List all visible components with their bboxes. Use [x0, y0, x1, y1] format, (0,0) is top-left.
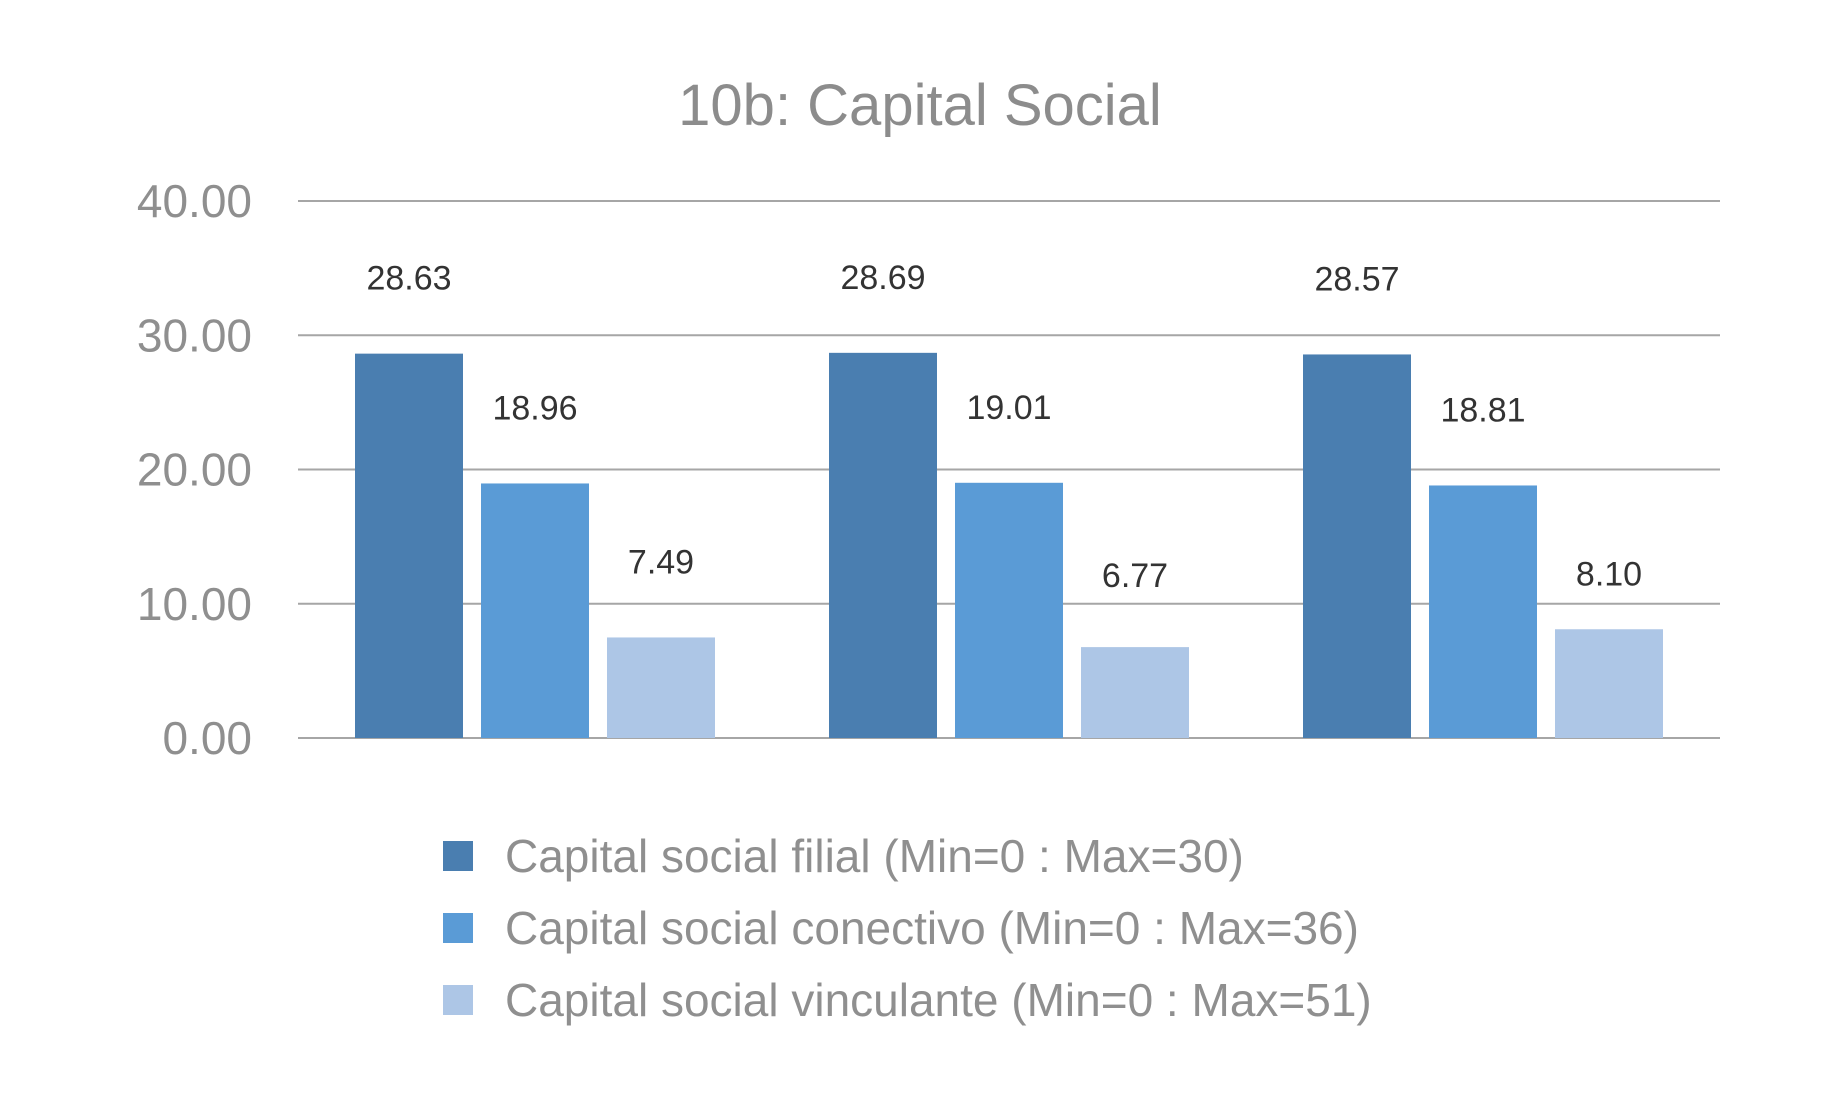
legend-swatch: [443, 841, 473, 871]
legend-label: Capital social vinculante (Min=0 : Max=5…: [505, 974, 1372, 1026]
y-tick-label: 40.00: [137, 175, 252, 227]
y-tick-label: 30.00: [137, 309, 252, 361]
y-axis-ticks: 0.00 10.00 20.00 30.00 40.00: [137, 175, 252, 764]
bar: [955, 482, 1063, 738]
bar: [1303, 354, 1411, 738]
bar: [355, 353, 463, 738]
legend-label: Capital social conectivo (Min=0 : Max=36…: [505, 902, 1359, 954]
y-tick-label: 10.00: [137, 578, 252, 630]
data-label: 6.77: [1102, 557, 1168, 595]
data-label: 8.10: [1576, 555, 1642, 593]
bar: [481, 483, 589, 738]
legend: Capital social filial (Min=0 : Max=30) Ca…: [443, 830, 1372, 1026]
data-label: 28.57: [1314, 260, 1399, 298]
chart-title: 10b: Capital Social: [678, 73, 1162, 138]
bars: [355, 352, 1663, 738]
legend-swatch: [443, 985, 473, 1015]
bar: [607, 637, 715, 738]
legend-swatch: [443, 913, 473, 943]
y-tick-label: 0.00: [162, 712, 252, 764]
bar: [829, 352, 937, 738]
data-label: 28.69: [840, 259, 925, 297]
legend-label: Capital social filial (Min=0 : Max=30): [505, 830, 1244, 882]
data-label: 7.49: [628, 543, 694, 581]
data-label: 28.63: [366, 260, 451, 298]
bar: [1429, 485, 1537, 738]
data-labels: 28.63 18.96 7.49 28.69 19.01 6.77 28.57 18.81 8.…: [366, 259, 1642, 595]
y-tick-label: 20.00: [137, 444, 252, 496]
data-label: 18.96: [492, 389, 577, 427]
data-label: 18.81: [1440, 391, 1525, 429]
bar: [1555, 629, 1663, 738]
bar: [1081, 647, 1189, 738]
data-label: 19.01: [966, 389, 1051, 427]
